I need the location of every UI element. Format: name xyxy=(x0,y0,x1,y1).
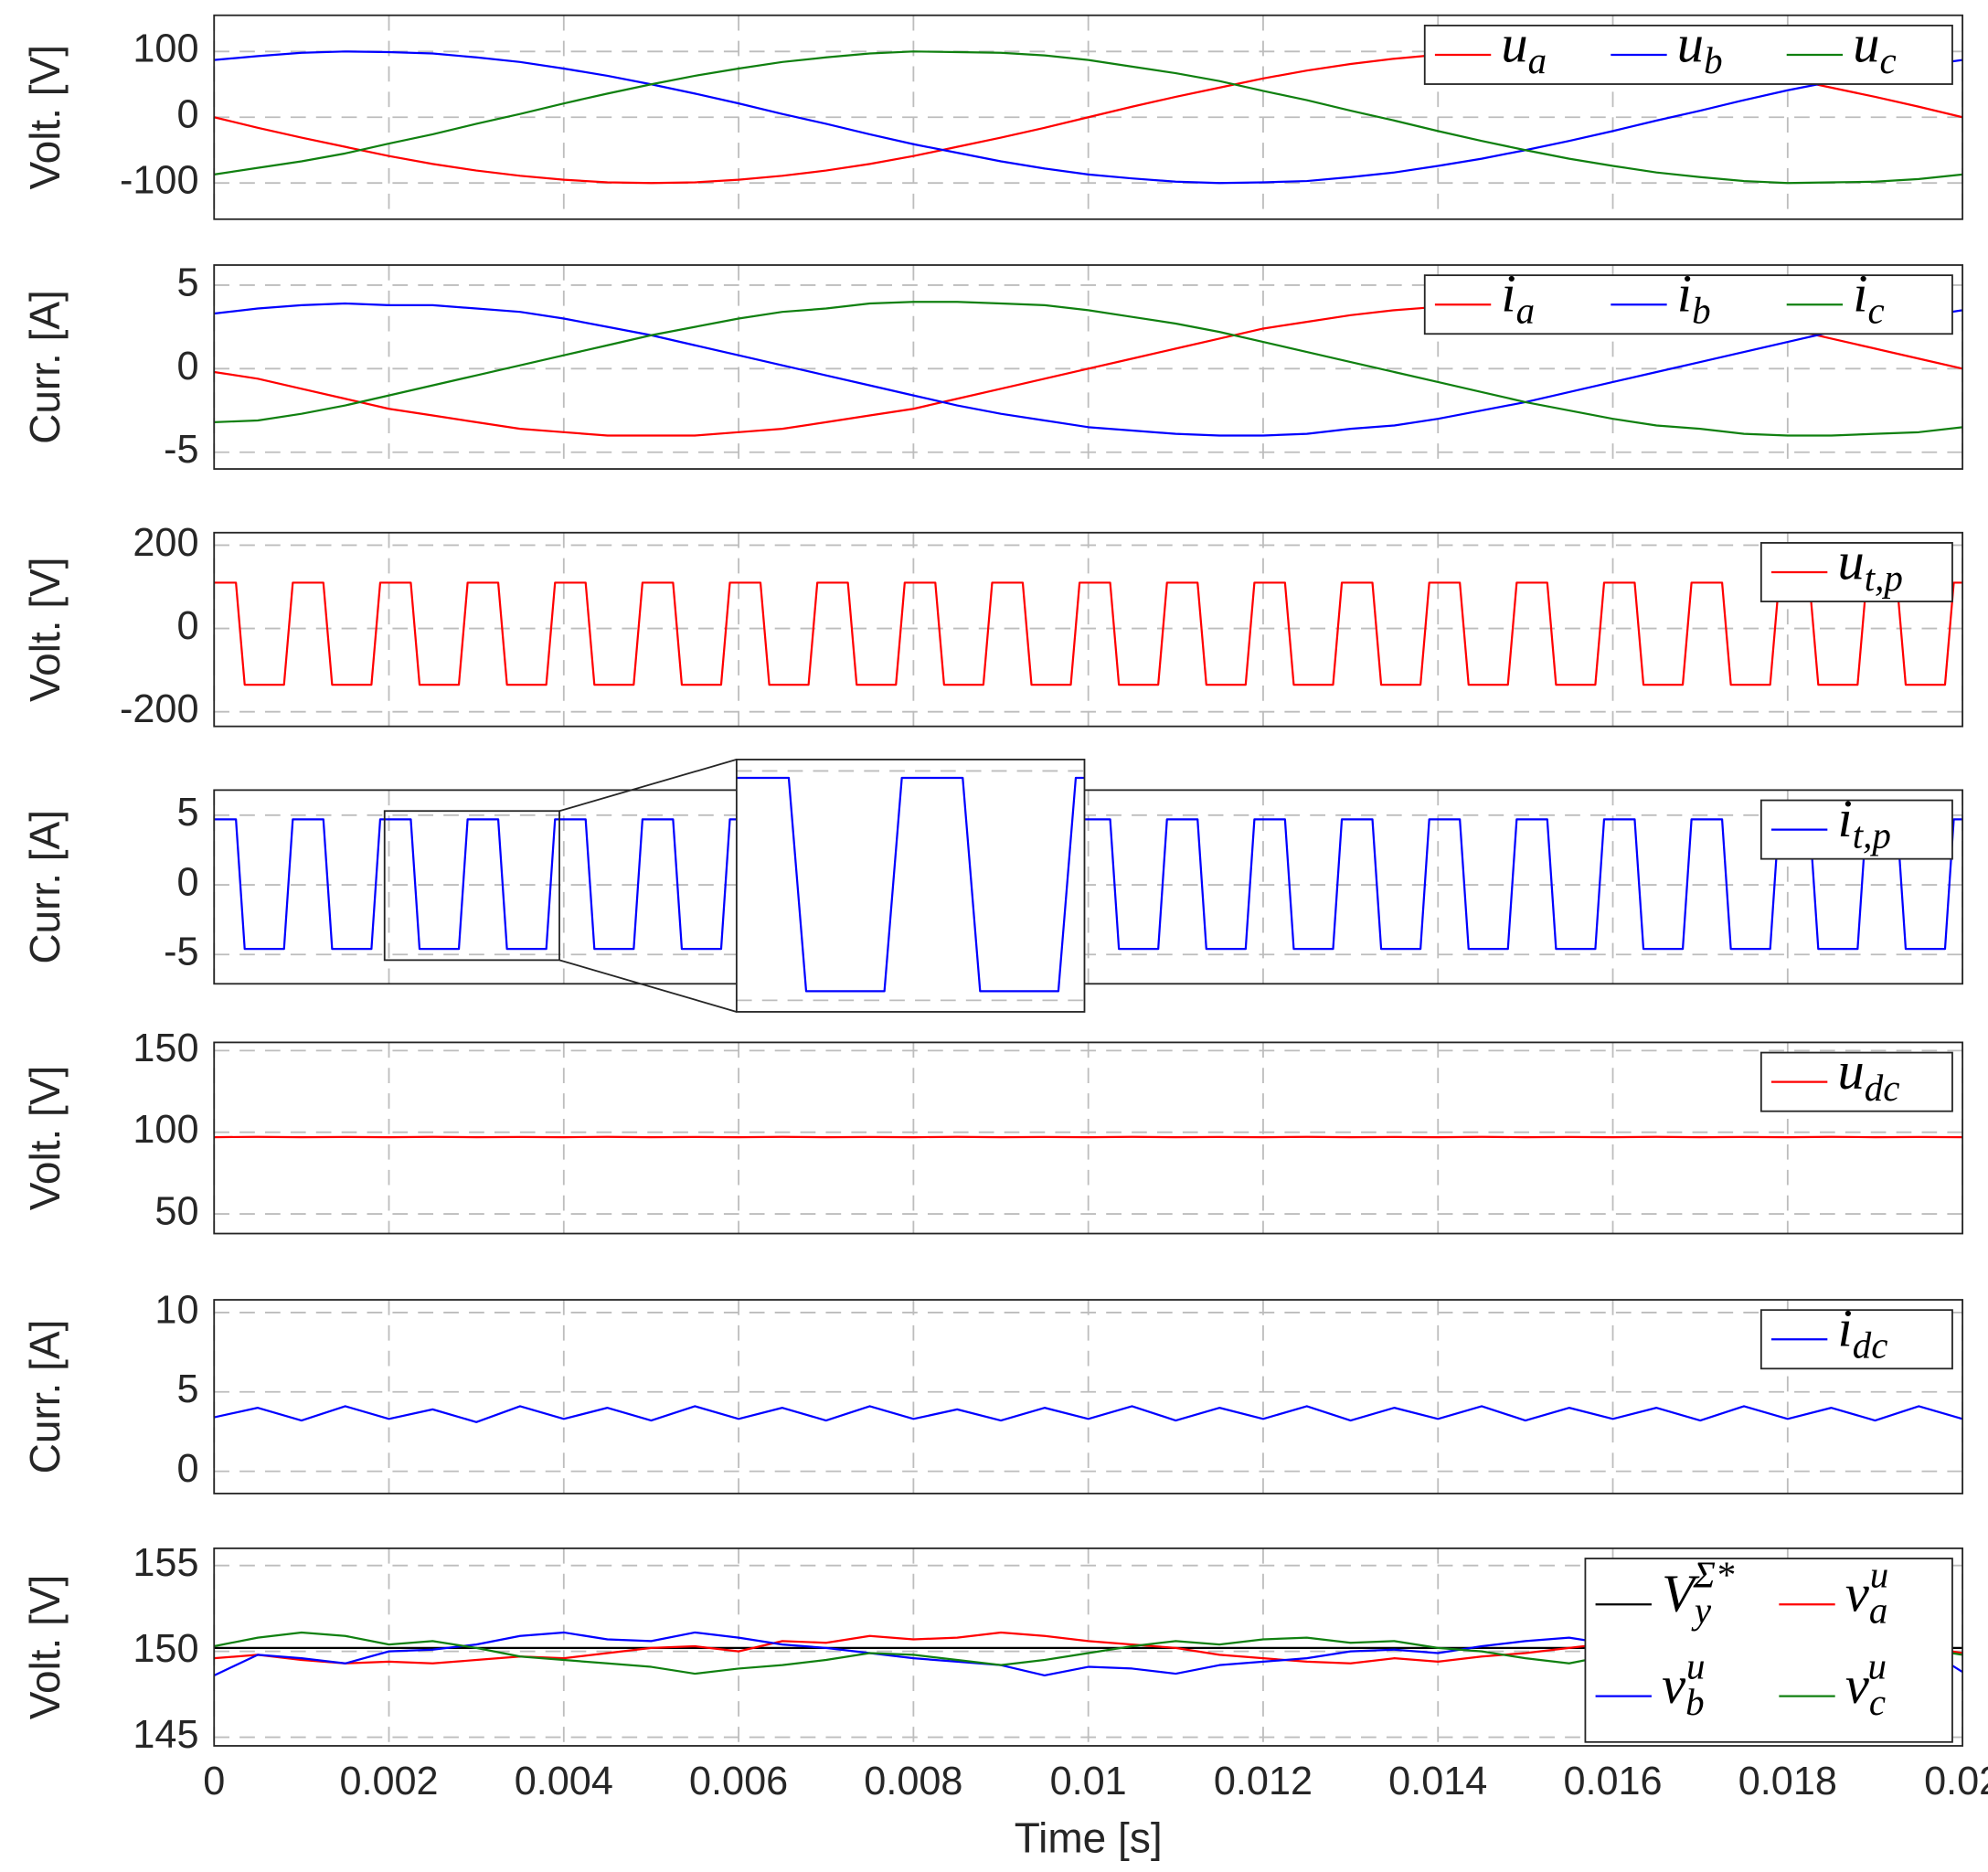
legend-label: ib xyxy=(1677,264,1711,332)
y-axis-label: Volt. [V] xyxy=(21,1575,69,1720)
zoom-source-box xyxy=(383,810,560,962)
legend-label: it,p xyxy=(1837,789,1890,856)
inset-frame xyxy=(735,759,1086,1013)
x-tick-label: 0.006 xyxy=(689,1760,788,1803)
legend-box xyxy=(1423,274,1953,335)
axes-frame xyxy=(213,1041,1964,1235)
legend-label: ua xyxy=(1501,15,1547,82)
x-tick-label: 0.016 xyxy=(1563,1760,1662,1803)
x-tick-label: 0.008 xyxy=(864,1760,962,1803)
legend-label: ut,p xyxy=(1837,532,1902,600)
y-tick-label: -5 xyxy=(164,931,198,974)
y-axis-label: Volt. [V] xyxy=(21,1066,69,1211)
series-group xyxy=(214,818,1963,951)
legend-label: idc xyxy=(1837,1299,1887,1367)
y-tick-label: -200 xyxy=(120,687,198,731)
y-tick-label: 100 xyxy=(133,1108,198,1152)
y-tick-label: 5 xyxy=(176,791,198,835)
axes-frame xyxy=(213,14,1964,220)
x-tick-label: 0.014 xyxy=(1388,1760,1487,1803)
y-axis-label: Volt. [V] xyxy=(21,557,69,702)
axes-frame xyxy=(213,1299,1964,1494)
panel xyxy=(213,789,1964,985)
x-tick-label: 0.004 xyxy=(515,1760,613,1803)
y-tick-label: 0 xyxy=(176,345,198,388)
legend-label: ia xyxy=(1501,264,1535,332)
x-tick-label: 0.018 xyxy=(1738,1760,1837,1803)
legend-box xyxy=(1584,1558,1953,1743)
y-axis-label: Curr. [A] xyxy=(21,810,69,964)
y-tick-label: 0 xyxy=(176,860,198,904)
x-tick-label: 0 xyxy=(203,1760,225,1803)
legend: idc xyxy=(1759,1299,1953,1370)
legend-label: vcu xyxy=(1845,1645,1887,1723)
zoom-inset xyxy=(735,759,1086,1013)
panel xyxy=(213,1299,1964,1494)
legend: VyΣ* vau vbu vcu xyxy=(1584,1554,1953,1743)
legend: ia ib ic xyxy=(1423,264,1953,335)
x-tick-label: 0.012 xyxy=(1214,1760,1313,1803)
legend-label: uc xyxy=(1853,15,1896,82)
y-axis-label: Volt. [V] xyxy=(21,45,69,190)
zoom-connector xyxy=(558,959,738,1013)
series-line xyxy=(736,776,1085,993)
y-tick-label: 5 xyxy=(176,1367,198,1411)
y-tick-label: 0 xyxy=(176,604,198,648)
series-line xyxy=(214,50,1963,185)
legend-label: vbu xyxy=(1662,1645,1705,1723)
axes-frame xyxy=(213,264,1964,470)
y-tick-label: 5 xyxy=(176,261,198,304)
legend: it,p xyxy=(1759,789,1953,860)
y-tick-label: 150 xyxy=(133,1627,198,1671)
y-tick-label: -5 xyxy=(164,428,198,472)
series-group xyxy=(214,1405,1963,1423)
legend-label: vau xyxy=(1845,1554,1888,1632)
series-line xyxy=(214,818,1963,951)
axes-frame xyxy=(213,531,1964,728)
inset-area xyxy=(736,759,1085,1012)
panel xyxy=(213,531,1964,728)
y-axis-label: Curr. [A] xyxy=(21,1320,69,1474)
y-tick-label: 145 xyxy=(133,1713,198,1757)
axes-frame xyxy=(213,789,1964,985)
x-tick-label: 0.002 xyxy=(339,1760,438,1803)
panel xyxy=(213,1041,1964,1235)
y-tick-label: -100 xyxy=(120,159,198,203)
y-tick-label: 50 xyxy=(154,1190,198,1234)
legend: ut,p xyxy=(1759,532,1953,602)
series-line xyxy=(214,50,1963,185)
y-tick-label: 150 xyxy=(133,1026,198,1070)
legend: ua ub uc xyxy=(1423,15,1953,85)
series-line xyxy=(214,302,1963,437)
legend: udc xyxy=(1759,1041,1953,1112)
y-tick-label: 0 xyxy=(176,1447,198,1491)
legend-label: VyΣ* xyxy=(1662,1554,1735,1632)
series-line xyxy=(214,581,1963,686)
y-tick-label: 100 xyxy=(133,27,198,71)
y-axis-label: Curr. [A] xyxy=(21,290,69,444)
x-tick-label: 0.01 xyxy=(1050,1760,1127,1803)
axes-frame xyxy=(213,1547,1964,1747)
series-line xyxy=(214,301,1963,437)
x-tick-label: 0.02 xyxy=(1924,1760,1988,1803)
legend-label: ub xyxy=(1677,15,1723,82)
y-tick-label: 10 xyxy=(154,1288,198,1332)
series-group xyxy=(214,581,1963,686)
y-tick-label: 155 xyxy=(133,1541,198,1585)
legend-label: ic xyxy=(1853,264,1884,332)
series-line xyxy=(214,1405,1963,1423)
inset-series xyxy=(736,776,1085,993)
y-tick-label: 200 xyxy=(133,521,198,565)
legend-label: udc xyxy=(1837,1041,1899,1109)
legend-box xyxy=(1423,24,1953,85)
x-axis-label: Time [s] xyxy=(1015,1814,1163,1862)
y-tick-label: 0 xyxy=(176,93,198,137)
zoom-connector xyxy=(558,759,738,813)
